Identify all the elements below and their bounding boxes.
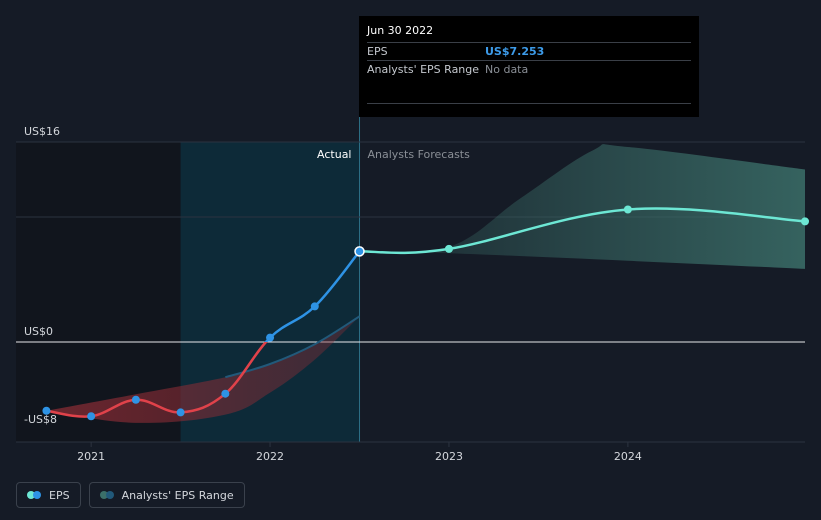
x-tick-label: 2024 xyxy=(614,450,642,463)
tooltip-eps-row: EPS US$7.253 xyxy=(367,42,691,60)
eps-actual-point xyxy=(266,333,275,342)
forecast-eps-range-area xyxy=(359,144,805,269)
tooltip-eps-value: US$7.253 xyxy=(485,45,545,58)
eps-actual-point xyxy=(310,302,319,311)
eps-forecast-point xyxy=(623,205,632,214)
legend-eps-label: EPS xyxy=(49,488,70,502)
legend-range-label: Analysts' EPS Range xyxy=(121,488,234,502)
legend-eps-swatch-icon xyxy=(27,491,41,499)
forecast-region-label: Analysts Forecasts xyxy=(368,148,471,161)
eps-actual-point xyxy=(131,395,140,404)
tooltip-date: Jun 30 2022 xyxy=(367,24,434,37)
tooltip-eps-label: EPS xyxy=(367,45,388,58)
eps-actual-point xyxy=(87,412,96,421)
eps-forecast-line xyxy=(359,207,806,255)
legend-range-swatch-icon xyxy=(99,491,114,499)
eps-actual-line-negative xyxy=(46,342,268,418)
y-tick-label: US$16 xyxy=(24,125,60,138)
x-tick-label: 2022 xyxy=(256,450,284,463)
actual-region-label: Actual xyxy=(317,148,351,161)
eps-actual-point xyxy=(42,406,51,415)
eps-actual-point xyxy=(221,389,230,398)
hover-tooltip: Jun 30 2022 EPS US$7.253 Analysts' EPS R… xyxy=(359,16,699,117)
legend-eps[interactable]: EPS xyxy=(16,482,81,508)
x-tick-label: 2023 xyxy=(435,450,463,463)
chart-legend: EPS Analysts' EPS Range xyxy=(16,482,245,508)
x-tick-label: 2021 xyxy=(77,450,105,463)
eps-actual-point xyxy=(176,408,185,417)
y-tick-label: US$0 xyxy=(24,325,53,338)
tooltip-range-row: Analysts' EPS Range No data xyxy=(367,60,691,104)
eps-highlight-point xyxy=(354,246,365,257)
eps-forecast-point xyxy=(801,217,809,226)
legend-analysts-range[interactable]: Analysts' EPS Range xyxy=(88,482,245,508)
eps-forecast-point xyxy=(444,244,453,253)
y-tick-label: -US$8 xyxy=(24,413,57,426)
tooltip-range-value: No data xyxy=(485,63,529,76)
tooltip-range-label: Analysts' EPS Range xyxy=(367,63,480,76)
past-eps-range-area xyxy=(46,316,360,423)
